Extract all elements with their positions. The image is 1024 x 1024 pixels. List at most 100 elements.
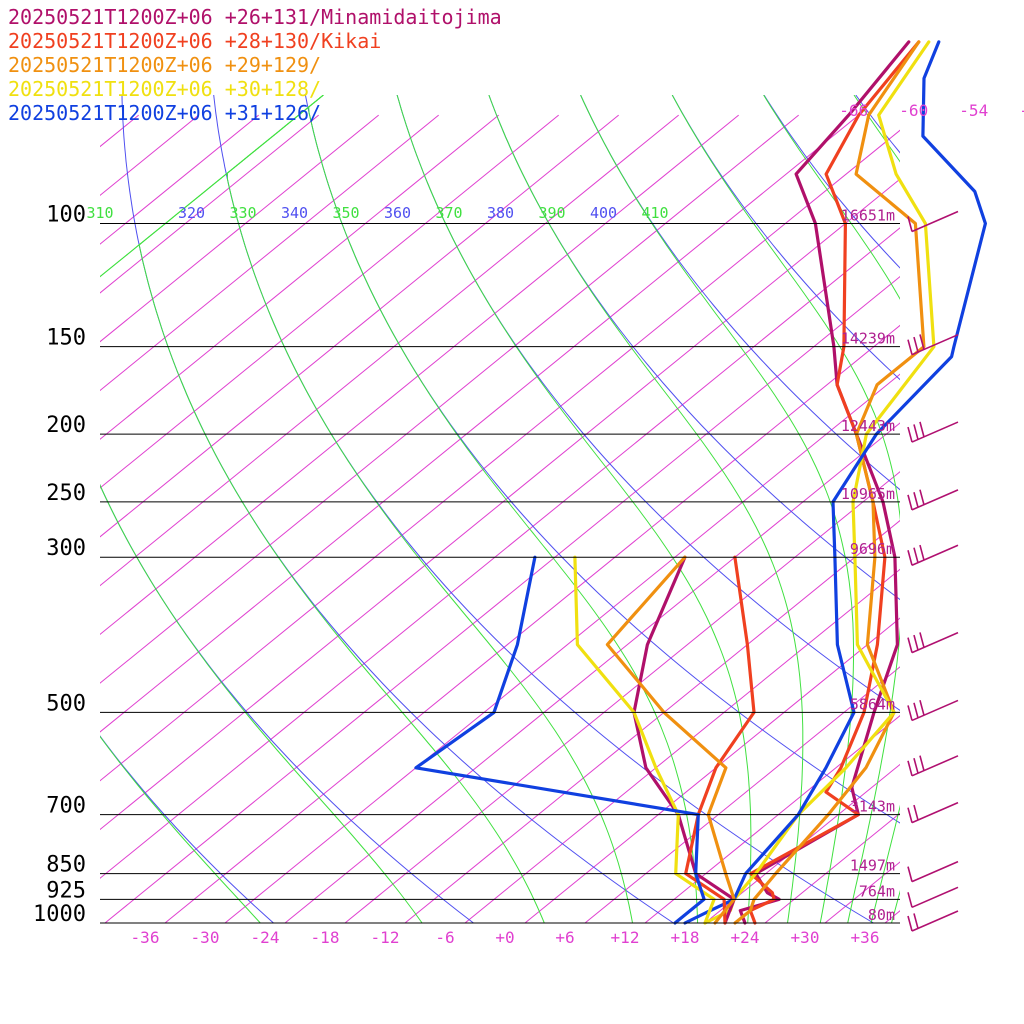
temperature-tick-label: +30 (791, 928, 820, 947)
moist-adiabat-line (226, 95, 633, 923)
height-label: 5864m (850, 695, 895, 713)
temperature-tick-label: -6 (435, 928, 454, 947)
legend-entry: 20250521T1200Z+06 +26+131/Minamidaitojim… (8, 5, 502, 29)
moist-adiabat-line (763, 95, 900, 923)
legend: 20250521T1200Z+06 +26+131/Minamidaitojim… (8, 5, 502, 125)
temperature-tick-label: -12 (371, 928, 400, 947)
isotherm-line (100, 114, 499, 440)
wind-barb-flag (913, 492, 919, 508)
isotherm-line (100, 114, 799, 684)
moist-adiabat-line (138, 95, 545, 923)
wind-barb-staff (911, 489, 959, 511)
profile-line (738, 40, 911, 925)
theta-label: 410 (641, 204, 668, 222)
isotherm-line (100, 114, 679, 587)
wind-barb (907, 544, 959, 566)
isotherm-label: -66 (839, 101, 868, 120)
wind-barb-flag (919, 421, 925, 438)
profile-line (573, 555, 716, 925)
theta-label: 400 (590, 204, 617, 222)
wind-barb-flag (919, 700, 925, 716)
profile-line (684, 555, 756, 925)
theta-label: 360 (384, 204, 411, 222)
profile-line (605, 555, 736, 925)
legend-entry: 20250521T1200Z+06 +29+129/ (8, 53, 321, 77)
wind-barb-staff (911, 755, 959, 777)
isotherm-line (100, 114, 619, 538)
theta-label: 370 (435, 204, 462, 222)
wind-barb-flag (919, 489, 925, 505)
isotherm-line (404, 519, 900, 923)
wind-barb-flag (913, 336, 919, 353)
wind-barb-flag (907, 705, 913, 721)
temperature-tick-label: +18 (671, 928, 700, 947)
dry-adiabat-line (100, 735, 274, 923)
moist-adiabat-line (308, 95, 699, 923)
pressure-tick-label: 850 (46, 853, 86, 878)
profile-line (683, 40, 988, 925)
isotherm-line (344, 471, 900, 923)
height-label: 14239m (841, 330, 895, 348)
wind-barb-staff (911, 860, 959, 883)
temperature-tick-label: -18 (311, 928, 340, 947)
isotherm-line (164, 324, 900, 923)
height-label: 80m (868, 906, 895, 924)
wind-barb-flag (919, 544, 925, 561)
height-label: 10965m (841, 485, 895, 503)
dry-adiabat-line (671, 95, 900, 381)
wind-barb-staff (911, 801, 959, 824)
wind-barbs (907, 210, 959, 932)
wind-barb-staff (911, 333, 959, 356)
isotherm-line (100, 114, 319, 294)
isotherm-line (100, 114, 559, 489)
wind-barb-flag (913, 702, 919, 719)
height-label: 12443m (841, 417, 895, 435)
temperature-tick-label: -30 (191, 928, 220, 947)
theta-label: 390 (538, 204, 565, 222)
wind-barb-flag (913, 547, 919, 563)
temperature-tick-label: +0 (495, 928, 514, 947)
wind-barb-flag (913, 758, 919, 774)
diagram-grid (100, 95, 900, 923)
isotherm-label: -54 (959, 101, 988, 120)
wind-barb (907, 210, 959, 233)
wind-barb (907, 333, 959, 356)
temperature-tick-label: -24 (251, 928, 280, 947)
height-label: 764m (859, 882, 895, 900)
wind-barb-flag (913, 804, 919, 821)
wind-barb (907, 886, 959, 909)
wind-barb-flag (907, 807, 913, 823)
pressure-tick-label: 700 (46, 794, 86, 819)
temperature-tick-label: +12 (611, 928, 640, 947)
theta-label: 350 (332, 204, 359, 222)
wind-barb-flag (913, 913, 919, 929)
sounding-profiles (414, 40, 988, 925)
wind-barb-staff (911, 544, 959, 566)
wind-barb-flag (919, 334, 925, 350)
moist-adiabat-line (671, 95, 900, 923)
theta-label: 380 (487, 204, 514, 222)
isotherm-line (100, 227, 900, 879)
legend-entry: 20250521T1200Z+06 +30+128/ (8, 77, 321, 101)
moist-adiabat-line (396, 95, 752, 923)
wind-barb-flag (907, 494, 913, 511)
dry-adiabat-line (488, 95, 900, 601)
wind-barb-flag (907, 339, 913, 355)
wind-barb-staff (911, 421, 959, 443)
isotherm-line (644, 715, 900, 923)
height-label: 16651m (841, 207, 895, 225)
wind-barb-staff (911, 886, 959, 909)
wind-barb (907, 860, 959, 883)
temperature-tick-label: +6 (555, 928, 574, 947)
isotherm-line (464, 568, 900, 923)
wind-barb (907, 421, 959, 443)
pressure-tick-label: 100 (46, 203, 86, 228)
wind-barb (907, 910, 959, 932)
theta-label: 330 (229, 204, 256, 222)
wind-barb-flag (907, 892, 913, 908)
wind-barb-flag (907, 216, 913, 232)
height-label: 3143m (850, 798, 895, 816)
wind-barb-staff (911, 910, 959, 932)
